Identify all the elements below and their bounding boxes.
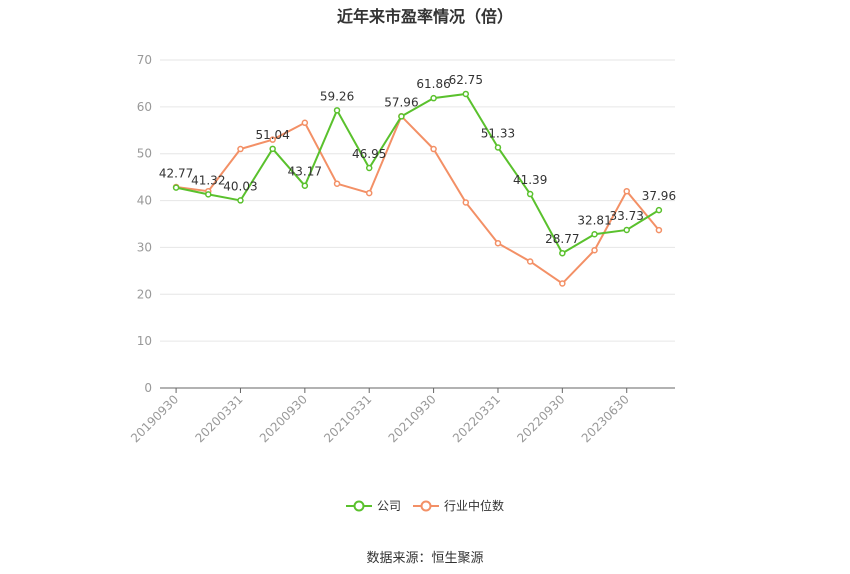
data-label: 37.96 xyxy=(642,189,676,203)
y-tick-label: 70 xyxy=(137,53,152,67)
x-tick-label: 20220331 xyxy=(450,392,503,445)
series-line xyxy=(175,114,660,285)
source-note: 数据来源：恒生聚源 xyxy=(366,551,484,566)
data-label: 28.77 xyxy=(545,232,579,246)
legend-swatch xyxy=(345,500,372,511)
data-point xyxy=(655,226,663,234)
data-point xyxy=(365,189,373,197)
grid-layer xyxy=(160,59,675,342)
data-point xyxy=(269,145,276,153)
series-line xyxy=(175,92,660,255)
data-point xyxy=(398,113,405,120)
data-label: 40.03 xyxy=(223,179,257,193)
y-tick-label: 0 xyxy=(144,381,152,395)
y-tick-label: 20 xyxy=(137,287,152,301)
legend-item[interactable]: 公司 xyxy=(345,497,401,514)
data-point xyxy=(333,180,341,187)
data-point xyxy=(494,144,502,151)
x-tick-label: 20190930 xyxy=(128,392,181,445)
y-tick-label: 30 xyxy=(137,240,152,254)
legend-label: 公司 xyxy=(376,499,401,513)
y-tick-label: 40 xyxy=(137,194,152,208)
data-point xyxy=(430,94,437,102)
data-point xyxy=(205,191,212,198)
data-point xyxy=(559,249,566,257)
x-tick-label: 20210331 xyxy=(321,392,374,445)
x-tick-label: 20230630 xyxy=(579,392,632,445)
data-label: 62.75 xyxy=(449,73,483,87)
chart-title: 近年来市盈率情况（倍） xyxy=(336,7,513,26)
data-point xyxy=(526,190,534,198)
data-point xyxy=(301,119,309,127)
y-tick-label: 60 xyxy=(137,100,152,114)
data-label: 57.96 xyxy=(384,95,418,109)
data-point xyxy=(365,164,373,172)
data-point xyxy=(462,90,470,98)
series-layer xyxy=(172,90,663,287)
data-label: 61.86 xyxy=(416,77,450,91)
data-point xyxy=(591,231,598,238)
data-label: 42.77 xyxy=(159,167,193,181)
x-tick-label: 20200930 xyxy=(257,392,310,445)
data-label: 41.32 xyxy=(191,173,225,187)
data-point xyxy=(559,280,566,287)
x-tick-label: 20200331 xyxy=(193,392,246,445)
data-point xyxy=(269,136,276,143)
data-point xyxy=(462,199,470,206)
data-point xyxy=(237,197,244,204)
data-label: 46.95 xyxy=(352,147,386,161)
data-point xyxy=(430,145,437,153)
data-label: 41.39 xyxy=(513,173,547,187)
data-point xyxy=(655,206,663,214)
data-label: 43.17 xyxy=(288,165,322,179)
data-point xyxy=(623,187,630,195)
legend-swatch xyxy=(413,500,439,511)
data-label: 51.04 xyxy=(255,128,289,142)
y-tick-label: 10 xyxy=(137,334,152,348)
data-point xyxy=(172,184,180,191)
x-tick-label: 20220930 xyxy=(514,392,567,445)
data-label: 32.81 xyxy=(577,213,611,227)
data-point xyxy=(494,239,502,247)
data-label: 51.33 xyxy=(481,126,515,140)
data-label: 59.26 xyxy=(320,89,354,103)
data-point xyxy=(237,145,244,153)
legend-label: 行业中位数 xyxy=(444,499,505,513)
data-point xyxy=(526,258,534,265)
data-point xyxy=(591,246,598,254)
legend-item[interactable]: 行业中位数 xyxy=(413,497,504,514)
legend: 公司 行业中位数 xyxy=(0,497,850,514)
data-point xyxy=(623,226,630,234)
x-tick-label: 20210930 xyxy=(386,392,439,445)
data-point xyxy=(333,107,341,114)
y-tick-label: 50 xyxy=(137,147,152,161)
data-point xyxy=(301,182,309,189)
data-label: 33.73 xyxy=(610,209,644,223)
